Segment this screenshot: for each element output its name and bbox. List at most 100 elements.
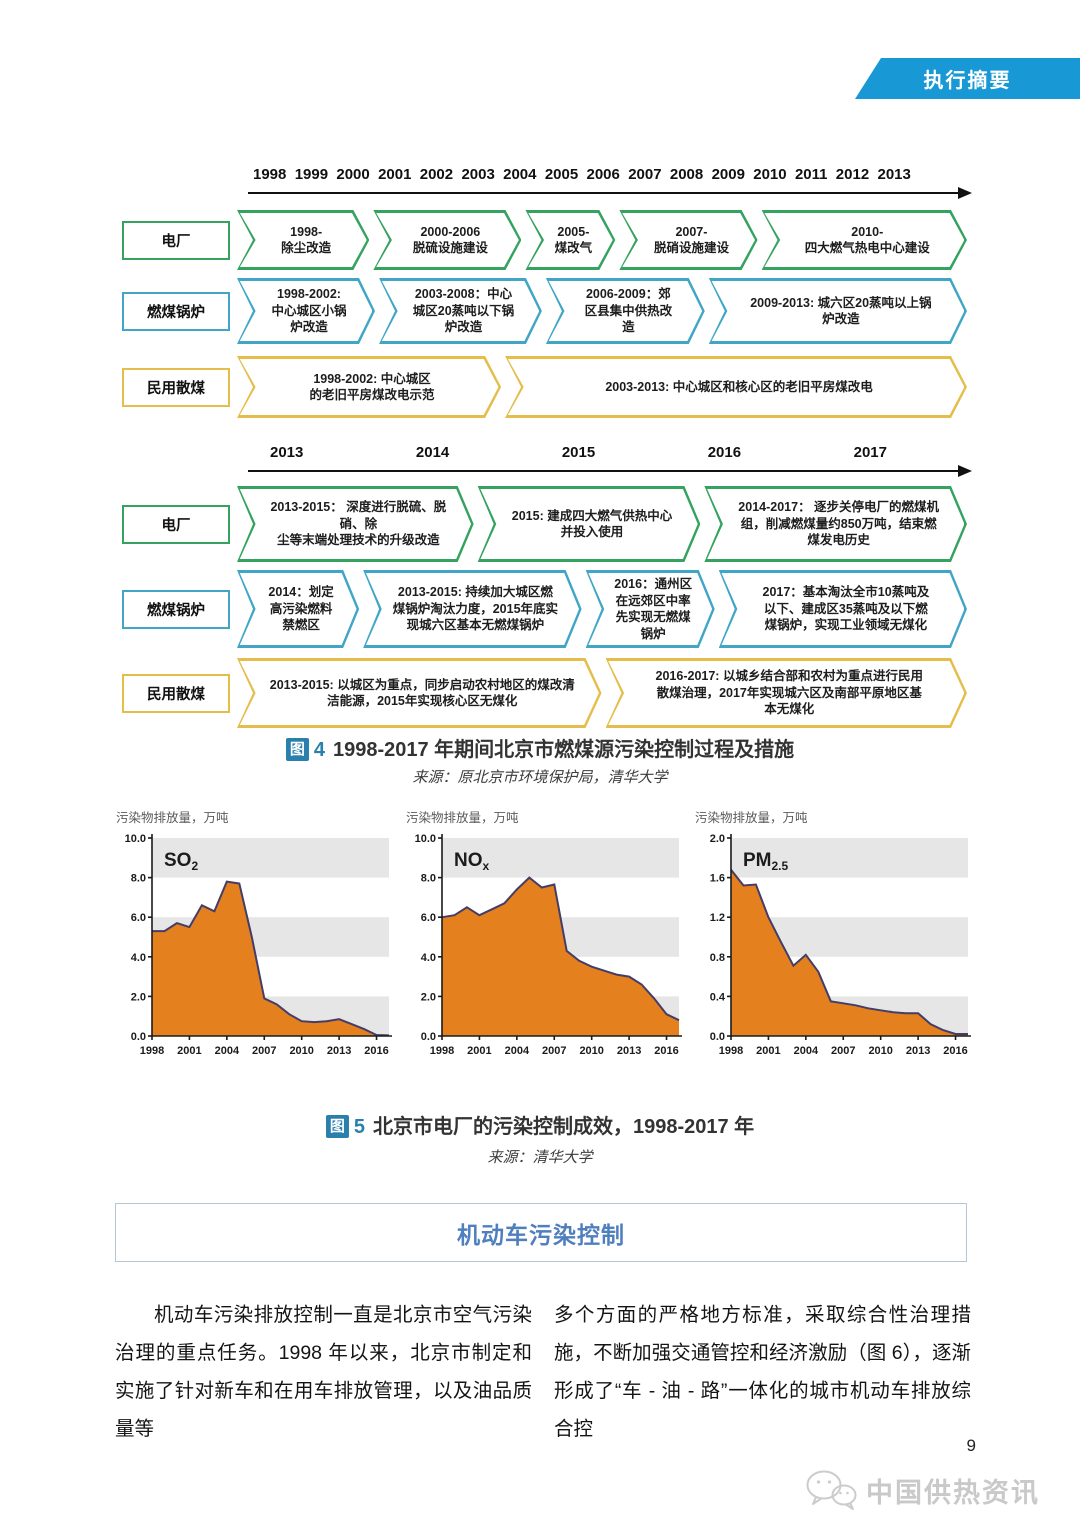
chart-axis-title: 污染物排放量，万吨	[406, 810, 519, 825]
x-tick-label: 2001	[467, 1045, 491, 1057]
timeline-2: 2013 2014 2015 2016 2017 电厂 2013-2015： 深度进行脱硫、…	[115, 444, 972, 728]
timeline-row: 民用散煤 2013-2015: 以城区为重点，同步启动农村地区的煤改清 洁能源，2…	[115, 658, 967, 728]
x-tick-label: 2010	[289, 1045, 313, 1057]
chevron-text: 2013-2015: 持续加大城区燃 煤锅炉淘汰力度，2015年底实 现城六区基…	[392, 585, 559, 633]
coal-control-timeline-diagram: 1998 1999 2000 2001 2002 2003 2004 2005 2006 2007…	[115, 166, 972, 728]
header-band: 执行摘要	[855, 58, 1080, 99]
y-tick-label: 0.0	[420, 1031, 435, 1043]
row-label-wrap: 燃煤锅炉	[115, 570, 237, 648]
x-tick-label: 2001	[177, 1045, 201, 1057]
year-label: 1998	[253, 166, 287, 183]
figure4-number: 4	[313, 739, 325, 761]
chevron-text: 2010- 四大燃气热电中心建设	[804, 224, 930, 255]
year-label: 2010	[753, 166, 787, 183]
year-label: 2014	[415, 444, 450, 461]
chevron-fill	[376, 213, 519, 268]
chevron-text: 1998-2002: 中心城区小锅 炉改造	[271, 287, 347, 335]
year-label: 2003	[461, 166, 495, 183]
timeline-row: 电厂 1998- 除尘改造 2000-2006 脱硫设施建设 2005- 煤改气 200…	[115, 210, 967, 270]
x-tick-label: 2010	[868, 1045, 892, 1057]
timeline-row: 电厂 2013-2015： 深度进行脱硫、脱硝、除 尘等末端处理技术的升级改造 20…	[115, 486, 967, 562]
row-label: 燃煤锅炉	[122, 291, 230, 331]
year-label: 2015	[561, 444, 596, 461]
x-tick-label: 1998	[719, 1045, 743, 1057]
series-outline	[152, 880, 390, 1037]
row-label: 电厂	[122, 504, 230, 544]
y-tick-label: 4.0	[420, 952, 435, 964]
grid-band	[441, 838, 679, 878]
x-tick-label: 2007	[831, 1045, 855, 1057]
chevron-text: 2015: 建成四大燃气供热中心 并投入使用	[511, 508, 673, 539]
x-tick-label: 2013	[906, 1045, 930, 1057]
timeline-row: 燃煤锅炉 2014：划定 高污染燃料 禁燃区 2013-2015: 持续加大城区燃 …	[115, 570, 967, 648]
year-label: 2013	[877, 166, 911, 183]
chevron-text: 2017：基本淘汰全市10蒸吨及 以下、建成区35蒸吨及以下燃 煤锅炉，实现工业…	[762, 585, 930, 633]
series-outline	[730, 869, 968, 1035]
x-tick-label: 2016	[943, 1045, 967, 1057]
figure5-badge: 图	[325, 1115, 349, 1138]
chevron-segment: 2003-2008：中心 城区20蒸吨以下锅 炉改造	[379, 278, 542, 344]
chevron-fill	[622, 213, 755, 268]
y-tick-label: 6.0	[420, 912, 435, 924]
chevron-text: 2014：划定 高污染燃料 禁燃区	[268, 585, 334, 633]
chevron-segment: 2000-2006 脱硫设施建设	[373, 210, 521, 270]
chevron-segment: 2013-2015： 深度进行脱硫、脱硝、除 尘等末端处理技术的升级改造	[237, 486, 474, 562]
x-tick-label: 2007	[542, 1045, 566, 1057]
x-tick-label: 2013	[616, 1045, 640, 1057]
y-tick-label: 4.0	[131, 952, 146, 964]
timeline-axis	[248, 187, 972, 199]
y-tick-label: 1.6	[710, 873, 725, 885]
y-tick-label: 2.0	[131, 991, 146, 1003]
chevron-text: 2014-2017： 逐步关停电厂的燃煤机 组，削减燃煤量约850万吨，结束燃 …	[738, 500, 940, 548]
row-label-wrap: 燃煤锅炉	[115, 278, 237, 344]
row-label-wrap: 民用散煤	[115, 356, 237, 418]
chevron-segment: 2013-2015: 以城区为重点，同步启动农村地区的煤改清 洁能源，2015年…	[237, 658, 602, 728]
chevron-segment: 1998-2002: 中心城区 的老旧平房煤改电示范	[237, 356, 501, 418]
row-label-wrap: 电厂	[115, 210, 237, 270]
x-tick-label: 2016	[364, 1045, 388, 1057]
chevron-segment: 1998- 除尘改造	[237, 210, 369, 270]
chevron-segment: 2013-2015: 持续加大城区燃 煤锅炉淘汰力度，2015年底实 现城六区基…	[363, 570, 581, 648]
arrows-track: 1998-2002: 中心城区 的老旧平房煤改电示范 2003-2013: 中心城…	[237, 356, 967, 418]
y-tick-label: 0.0	[710, 1031, 725, 1043]
figure5-title: 北京市电厂的污染控制成效，1998-2017 年	[372, 1116, 755, 1138]
chevron-fill	[608, 661, 964, 726]
x-tick-label: 2004	[794, 1045, 819, 1057]
y-tick-label: 8.0	[131, 873, 146, 885]
year-label: 1999	[294, 166, 329, 183]
chevron-segment: 2015: 建成四大燃气供热中心 并投入使用	[478, 486, 701, 562]
area-chart-so2: 0.0 2.0 4.0 6.0 8.0 10.0 1998 2001 2004 2007 2010 2…	[116, 810, 392, 1057]
chevron-text: 2005- 煤改气	[554, 224, 593, 255]
timeline-1: 1998 1999 2000 2001 2002 2003 2004 2005 2006 2007…	[115, 166, 972, 418]
chart-axis-title: 污染物排放量，万吨	[116, 810, 229, 825]
y-tick-label: 10.0	[125, 833, 146, 845]
y-tick-label: 0.0	[131, 1031, 146, 1043]
chevron-segment: 1998-2002: 中心城区小锅 炉改造	[237, 278, 375, 344]
chevron-text: 2016：通州区 在远郊区中率 先实现无燃煤 锅炉	[614, 577, 693, 641]
chevron-fill	[721, 573, 964, 646]
row-label-wrap: 民用散煤	[115, 658, 237, 728]
area-chart-pm25: 0.0 0.4 0.8 1.2 1.6 2.0 1998 2001 2004 2007 2010 20…	[695, 810, 971, 1057]
section-title: 机动车污染控制	[457, 1221, 625, 1248]
chevron-segment: 2016：通州区 在远郊区中率 先实现无燃煤 锅炉	[586, 570, 715, 648]
year-label: 2017	[853, 444, 887, 461]
chevron-segment: 2006-2009：郊 区县集中供热改 造	[546, 278, 705, 344]
chart-pollutant-label: NOx	[454, 850, 490, 873]
wechat-icon	[806, 1470, 857, 1510]
chevron-fill	[764, 213, 964, 268]
year-label: 2013	[270, 444, 304, 461]
years-row: 1998 1999 2000 2001 2002 2003 2004 2005 2006 2007…	[253, 166, 911, 183]
arrows-track: 2013-2015： 深度进行脱硫、脱硝、除 尘等末端处理技术的升级改造 2015…	[237, 486, 967, 562]
x-tick-label: 2016	[654, 1045, 678, 1057]
year-label: 2002	[419, 166, 454, 183]
area-series	[152, 881, 389, 1036]
chevron-fill	[382, 281, 540, 342]
timeline-row: 民用散煤 1998-2002: 中心城区 的老旧平房煤改电示范 2003-2013:…	[115, 356, 967, 418]
chevron-segment: 2007- 脱硝设施建设	[619, 210, 757, 270]
chevron-fill	[707, 489, 964, 560]
row-label: 电厂	[122, 220, 230, 260]
y-tick-label: 8.0	[420, 873, 435, 885]
y-tick-label: 2.0	[710, 833, 725, 845]
year-label: 2004	[503, 166, 537, 183]
chevron-text: 2003-2008：中心 城区20蒸吨以下锅 炉改造	[412, 287, 515, 335]
